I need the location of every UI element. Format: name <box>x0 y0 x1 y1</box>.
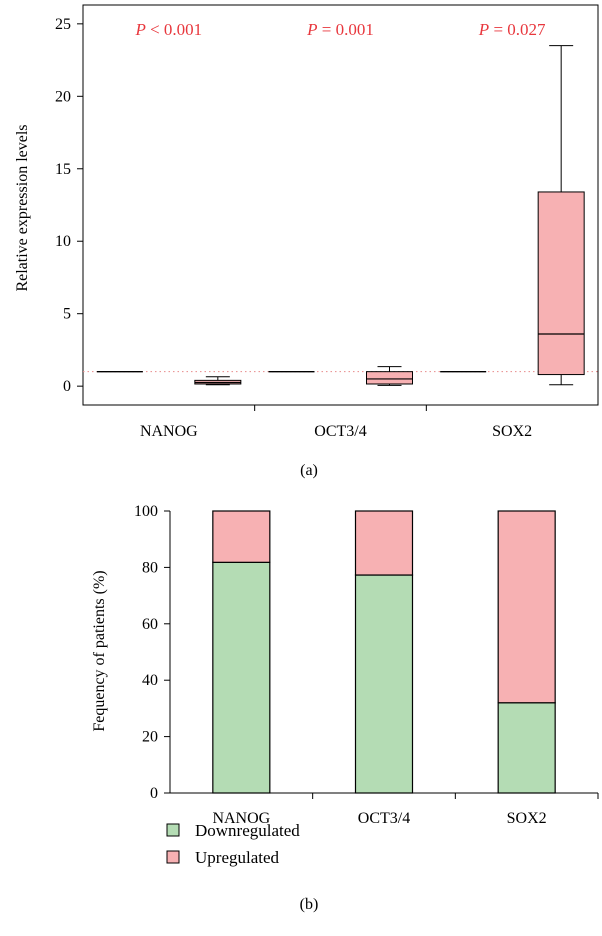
stacked-bars <box>212 510 556 794</box>
p-symbol: P <box>134 20 145 39</box>
bar-segment-upregulated <box>354 510 414 576</box>
x-tick-label: NANOG <box>140 423 198 440</box>
box-plot-y-axis-label: Relative expression levels <box>14 124 31 291</box>
x-tick-label: OCT3/4 <box>358 810 410 827</box>
panel-b-label: (b) <box>300 896 319 913</box>
box-plot-panel: Relative expression levels 0 5 10 15 20 25 NAN… <box>14 4 599 479</box>
y-tick-label: 15 <box>55 161 71 178</box>
plot-frame <box>82 4 599 406</box>
y-tick-label: 80 <box>142 559 158 576</box>
bar-segment-upregulated <box>212 510 271 563</box>
p-value-label: P = 0.001 <box>306 20 374 39</box>
bar-segment-downregulated <box>212 561 271 794</box>
legend-swatch <box>166 850 180 864</box>
y-tick-label: 100 <box>134 503 158 520</box>
p-symbol: P <box>306 20 317 39</box>
y-tick-label: 10 <box>55 233 71 250</box>
y-tick-label: 0 <box>150 785 158 802</box>
p-symbol: P <box>478 20 489 39</box>
bar-segment-downregulated <box>497 702 556 794</box>
y-tick-label: 25 <box>55 16 71 33</box>
box <box>537 191 585 376</box>
y-tick-label: 0 <box>63 378 71 395</box>
box <box>366 371 413 385</box>
bar-chart-y-axis-label: Fequency of patients (%) <box>91 570 108 731</box>
x-tick-label: SOX2 <box>492 423 532 440</box>
panel-a-label: (a) <box>300 462 318 479</box>
y-tick-label: 20 <box>142 729 158 746</box>
y-tick-label: 5 <box>63 306 71 323</box>
y-tick-label: 60 <box>142 616 158 633</box>
p-value-text: = 0.001 <box>318 20 374 39</box>
x-tick-label: NANOG <box>212 810 270 827</box>
bar-segment-upregulated <box>497 510 556 704</box>
p-value-text: = 0.027 <box>489 20 546 39</box>
box-plot-axes: 0 5 10 15 20 25 NANOG OCT3/4 SOX2 <box>55 4 599 440</box>
x-tick-label: OCT3/4 <box>314 423 366 440</box>
stacked-bar-panel: Fequency of patients (%) 0 20 40 60 80 100 NAN… <box>91 503 599 913</box>
p-value-label: P < 0.001 <box>134 20 202 39</box>
x-tick-label: SOX2 <box>507 810 547 827</box>
box-plot-series <box>96 45 585 386</box>
p-value-text: < 0.001 <box>146 20 202 39</box>
legend-swatch <box>166 823 180 837</box>
bar-segment-downregulated <box>354 574 414 794</box>
y-tick-label: 40 <box>142 672 158 689</box>
p-value-labels: P < 0.001 P = 0.001 P = 0.027 <box>134 20 546 39</box>
legend: Downregulated Upregulated <box>166 821 300 867</box>
p-value-label: P = 0.027 <box>478 20 546 39</box>
legend-label: Downregulated <box>195 821 300 840</box>
y-tick-label: 20 <box>55 88 71 105</box>
legend-label: Upregulated <box>195 848 280 867</box>
